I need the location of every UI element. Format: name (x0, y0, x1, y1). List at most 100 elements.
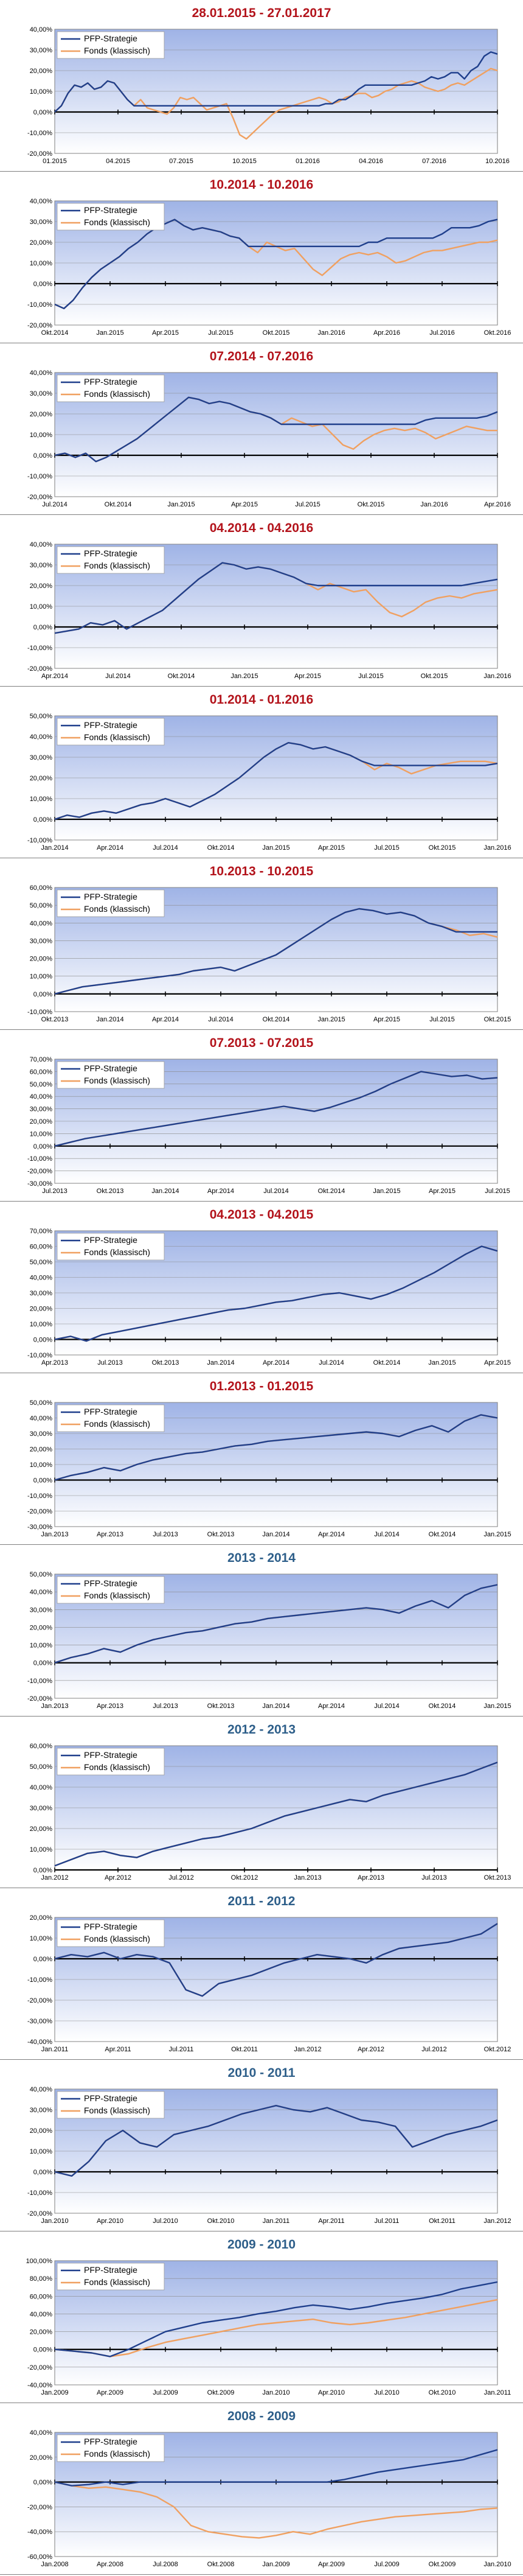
x-tick-label: Jan.2015 (262, 844, 289, 852)
x-tick-label: Apr.2014 (152, 1016, 179, 1023)
x-tick-label: 10.2015 (232, 158, 257, 165)
chart-panel: 2010 - 2011 40,00% 30,00% 20,00% 10,00% 0,00%… (0, 2060, 523, 2231)
x-tick-label: Apr.2016 (484, 501, 511, 508)
x-tick-label: Jan.2016 (483, 673, 511, 680)
y-tick-label: 60,00% (30, 1068, 53, 1076)
y-tick-label: -10,00% (27, 130, 52, 137)
y-tick-label: 40,00% (30, 26, 53, 33)
series-line-strategy (54, 51, 498, 113)
y-tick-label: 50,00% (30, 1081, 53, 1088)
chart-title: 10.2014 - 10.2016 (210, 178, 313, 192)
x-tick-label: Jan.2015 (483, 1531, 511, 1538)
x-tick-label: Jul.2012 (421, 2046, 447, 2053)
x-tick-label: Jul.2013 (153, 1531, 178, 1538)
x-tick-label: Okt.2015 (429, 844, 456, 852)
y-tick-label: 10,00% (30, 432, 53, 439)
series-line-strategy (54, 741, 498, 821)
legend-label-fund: Fonds (klassisch) (84, 732, 150, 742)
legend-label-strategy: PFP-Strategie (84, 2265, 137, 2275)
x-tick-label: Okt.2014 (207, 844, 235, 852)
y-tick-label: 0,00% (33, 1477, 52, 1485)
y-tick-label: 70,00% (30, 1056, 53, 1063)
x-tick-label: Jan.2013 (294, 1874, 321, 1881)
x-tick-label: Okt.2013 (41, 1016, 69, 1023)
y-tick-label: 40,00% (30, 2086, 53, 2093)
y-tick-label: 20,00% (30, 956, 53, 963)
series-line-strategy (54, 562, 498, 634)
chart-panel: 04.2013 - 04.2015 70,00% 60,00% 50,00% 40,00… (0, 1202, 523, 1373)
y-tick-label: 30,00% (30, 390, 53, 397)
y-tick-label: -20,00% (27, 2210, 52, 2217)
chart-svg: 07.2014 - 07.2016 40,00% 30,00% 20,00% 10,00… (27, 349, 511, 508)
y-tick-label: -20,00% (27, 322, 52, 329)
y-tick-label: -10,00% (27, 837, 52, 844)
chart-title: 2013 - 2014 (227, 1551, 296, 1565)
y-tick-label: -30,00% (27, 1180, 52, 1188)
x-tick-label: Jan.2012 (41, 1874, 68, 1881)
x-tick-label: Apr.2009 (318, 2561, 345, 2568)
series-line-strategy (54, 2449, 498, 2487)
x-tick-label: Apr.2011 (318, 2217, 344, 2225)
x-tick-label: Apr.2014 (263, 1359, 289, 1367)
legend-label-strategy: PFP-Strategie (84, 720, 137, 730)
x-tick-label: Jan.2015 (373, 1188, 400, 1195)
y-tick-label: 20,00% (30, 775, 53, 782)
x-tick-label: Jan.2010 (483, 2561, 511, 2568)
x-tick-label: Jan.2016 (483, 844, 511, 852)
x-tick-label: Jul.2015 (358, 673, 384, 680)
legend-label-strategy: PFP-Strategie (84, 1235, 137, 1245)
x-tick-label: Jan.2010 (41, 2217, 68, 2225)
y-tick-label: 20,00% (30, 2454, 53, 2462)
legend-label-fund: Fonds (klassisch) (84, 1247, 150, 1257)
chart-panel: 07.2013 - 07.2015 70,00% 60,00% 50,00% 40,00… (0, 1030, 523, 1202)
legend-label-fund: Fonds (klassisch) (84, 1762, 150, 1772)
y-tick-label: 40,00% (30, 198, 53, 205)
y-tick-label: 100,00% (26, 2258, 53, 2265)
x-tick-label: Jul.2012 (168, 1874, 194, 1881)
x-tick-label: Jan.2015 (167, 501, 195, 508)
series-line-strategy (54, 1923, 498, 1997)
x-tick-label: Jan.2015 (96, 329, 123, 337)
legend-label-strategy: PFP-Strategie (84, 1750, 137, 1760)
y-tick-label: -20,00% (27, 150, 52, 158)
chart-panel: 2013 - 2014 50,00% 40,00% 30,00% 20,00% 10,00… (0, 1545, 523, 1717)
y-tick-label: 10,00% (30, 260, 53, 267)
legend-label-fund: Fonds (klassisch) (84, 1591, 150, 1600)
y-tick-label: 40,00% (30, 541, 53, 548)
series-line-strategy (54, 1414, 498, 1481)
y-tick-label: 20,00% (30, 2127, 53, 2135)
y-tick-label: 0,00% (33, 1956, 52, 1963)
x-tick-label: Okt.2010 (207, 2217, 235, 2225)
x-tick-label: Jan.2008 (41, 2561, 68, 2568)
series-line-strategy (54, 908, 497, 995)
x-tick-label: Jul.2010 (374, 2389, 400, 2396)
y-tick-label: 0,00% (33, 2347, 52, 2354)
legend-label-fund: Fonds (klassisch) (84, 2277, 150, 2287)
x-tick-label: Okt.2014 (429, 1531, 456, 1538)
y-tick-label: -20,00% (27, 2364, 52, 2371)
legend-label-strategy: PFP-Strategie (84, 1063, 137, 1073)
chart-panel: 28.01.2015 - 27.01.2017 40,00% 30,00% 20,00… (0, 0, 523, 172)
legend-label-strategy: PFP-Strategie (84, 33, 137, 43)
chart-svg: 10.2014 - 10.2016 40,00% 30,00% 20,00% 10,00… (27, 178, 511, 337)
y-tick-label: 10,00% (30, 1130, 53, 1138)
y-tick-label: 0,00% (33, 452, 52, 460)
x-tick-label: Jul.2014 (153, 844, 178, 852)
legend-box (57, 718, 165, 746)
legend-box (57, 2434, 165, 2462)
series-line-strategy (54, 1584, 498, 1664)
y-tick-label: 40,00% (30, 2311, 53, 2318)
x-tick-label: Okt.2014 (105, 501, 132, 508)
x-tick-label: Jan.2014 (262, 1703, 289, 1710)
x-tick-label: Okt.2014 (41, 329, 69, 337)
x-tick-label: Jan.2013 (41, 1703, 68, 1710)
y-tick-label: 60,00% (30, 2293, 53, 2300)
x-tick-label: Okt.2009 (207, 2389, 235, 2396)
x-tick-label: Jan.2014 (151, 1188, 179, 1195)
chart-title: 28.01.2015 - 27.01.2017 (192, 6, 331, 20)
y-tick-label: 80,00% (30, 2275, 53, 2283)
y-tick-label: -20,00% (27, 665, 52, 673)
x-tick-label: Jul.2013 (153, 1703, 178, 1710)
x-tick-label: Apr.2011 (105, 2046, 131, 2053)
x-tick-label: Jul.2009 (153, 2389, 178, 2396)
